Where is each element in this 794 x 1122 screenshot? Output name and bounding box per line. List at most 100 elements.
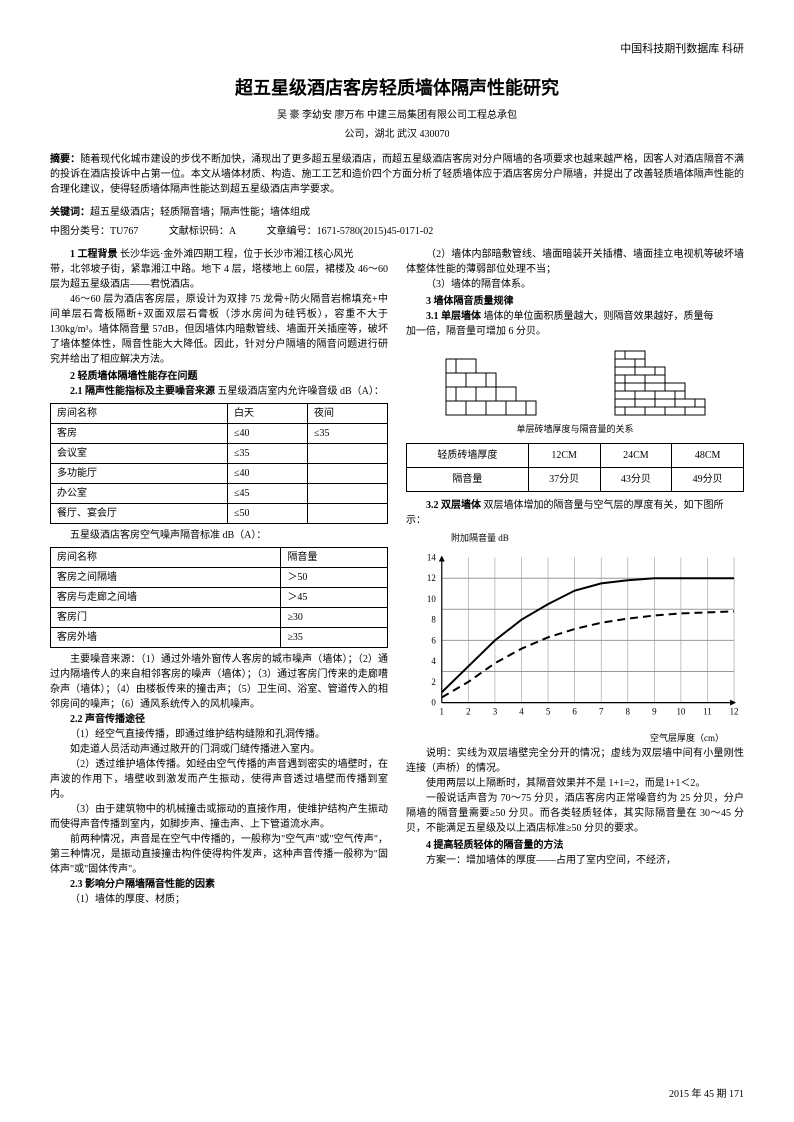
section-3-head: 3 墙体隔音质量规律 xyxy=(406,294,744,309)
right-p2: （3）墙体的隔音体系。 xyxy=(406,277,744,292)
section-32-p2: 示： xyxy=(406,513,744,528)
svg-text:6: 6 xyxy=(431,635,436,645)
thickness-db-table: 轻质砖墙厚度 12CM 24CM 48CM 隔音量 37分贝 43分贝 49分贝 xyxy=(406,443,744,492)
section-2-head: 2 轻质墙体隔墙性能存在问题 xyxy=(50,369,388,384)
section-23-head: 2.3 影响分户隔墙隔音性能的因素 xyxy=(50,877,388,892)
table-cell: 餐厅、宴会厅 xyxy=(51,504,228,524)
table-cell: 夜间 xyxy=(307,404,387,424)
section-31-text: 墙体的单位面积质量越大，则隔音效果越好，质量每 xyxy=(484,311,714,322)
section-22-p4: （3）由于建筑物中的机械撞击或振动的直接作用，使维护结构产生振动而使得声音传播到… xyxy=(50,802,388,832)
section-31-head: 3.1 单层墙体 xyxy=(426,311,481,322)
page-footer: 2015 年 45 期 171 xyxy=(669,1085,744,1100)
svg-text:2: 2 xyxy=(466,707,470,717)
svg-text:14: 14 xyxy=(427,552,436,562)
section-1-leadtext: 长沙华远·金外滩四期工程，位于长沙市湘江核心风光 xyxy=(120,249,353,260)
doc-code: 文献标识码：A xyxy=(169,226,236,237)
abstract-block: 摘要：随着现代化城市建设的步伐不断加快，涌现出了更多超五星级酒店，而超五星级酒店… xyxy=(50,152,744,197)
authors-line: 吴 豪 李幼安 廖万布 中建三局集团有限公司工程总承包 xyxy=(50,106,744,121)
svg-text:4: 4 xyxy=(431,656,436,666)
table-cell: ＞45 xyxy=(281,588,388,608)
table-cell: 49分贝 xyxy=(672,467,744,491)
svg-text:7: 7 xyxy=(599,707,604,717)
table-cell: 白天 xyxy=(227,404,307,424)
table-cell: 房间名称 xyxy=(51,404,228,424)
keywords-block: 关键词：超五星级酒店；轻质隔音墙；隔声性能；墙体组成 xyxy=(50,203,744,218)
section-22-p2: 如走道人员活动声通过敞开的门洞或门缝传播进入室内。 xyxy=(50,742,388,757)
section-1-p2: 46～60 层为酒店客房层，原设计为双排 75 龙骨+防火隔音岩棉填充+中间单层… xyxy=(50,292,388,367)
table-cell: 37分贝 xyxy=(528,467,600,491)
table-cell: 会议室 xyxy=(51,444,228,464)
section-1-p1: 带，北邻坡子街，紧靠湘江中路。地下 4 层，塔楼地上 60层，裙楼及 46～60… xyxy=(50,262,388,292)
table-cell: ≤40 xyxy=(227,424,307,444)
table-cell: ≥30 xyxy=(281,608,388,628)
table-cell: 客房 xyxy=(51,424,228,444)
table-cell: 隔音量 xyxy=(407,467,529,491)
svg-text:10: 10 xyxy=(676,707,685,717)
table-row: 客房与走廊之间墙＞45 xyxy=(51,588,388,608)
section-32-head: 3.2 双层墙体 xyxy=(426,500,481,511)
left-column: 1 工程背景 长沙华远·金外滩四期工程，位于长沙市湘江核心风光 带，北邻坡子街，… xyxy=(50,247,388,907)
section-23-p1: （1）墙体的厚度、材质； xyxy=(50,892,388,907)
section-22-p5: 前两种情况，声音是在空气中传播的，一般称为"空气声"或"空气传声"，第三种情况，… xyxy=(50,832,388,877)
table-cell: ≤40 xyxy=(227,464,307,484)
table-cell: 办公室 xyxy=(51,484,228,504)
chart-x-label: 空气层厚度（cm） xyxy=(406,732,744,746)
table-cell: ≤50 xyxy=(227,504,307,524)
section-21-text: 五星级酒店室内允许噪音级 dB（A）： xyxy=(218,386,384,397)
svg-text:2: 2 xyxy=(431,677,435,687)
noise-source-para: 主要噪音来源：（1）通过外墙外窗传人客房的城市噪声（墙体）；（2）通过内隔墙传人… xyxy=(50,652,388,712)
table-cell: 客房门 xyxy=(51,608,281,628)
section-31-para: 3.1 单层墙体 墙体的单位面积质量越大，则隔音效果越好，质量每 xyxy=(406,309,744,324)
section-22-p1: （1）经空气直接传播，即通过维护结构缝隙和孔洞传播。 xyxy=(50,727,388,742)
svg-text:12: 12 xyxy=(730,707,739,717)
section-1-para: 1 工程背景 长沙华远·金外滩四期工程，位于长沙市湘江核心风光 xyxy=(50,247,388,262)
right-column: （2）墙体内部暗敷管线、墙面暗装开关插槽、墙面挂立电视机等破坏墙体整体性能的薄弱… xyxy=(406,247,744,907)
table-cell: ＞50 xyxy=(281,568,388,588)
svg-text:0: 0 xyxy=(431,698,436,708)
noise-limit-table: 房间名称 白天 夜间 客房 ≤40 ≤35 会议室 ≤35 多功能厅≤40 办公室… xyxy=(50,403,388,524)
table-row: 多功能厅≤40 xyxy=(51,464,388,484)
table-cell: ≤45 xyxy=(227,484,307,504)
svg-text:9: 9 xyxy=(652,707,657,717)
table-cell: 房间名称 xyxy=(51,548,281,568)
article-no: 文章编号：1671-5780(2015)45-0171-02 xyxy=(267,226,434,237)
table-cell: 24CM xyxy=(600,443,672,467)
svg-text:10: 10 xyxy=(427,594,436,604)
keywords-text: 超五星级酒店；轻质隔音墙；隔声性能；墙体组成 xyxy=(90,207,310,218)
table-row: 轻质砖墙厚度 12CM 24CM 48CM xyxy=(407,443,744,467)
brick-wall-figures xyxy=(406,349,744,419)
table-cell: 轻质砖墙厚度 xyxy=(407,443,529,467)
table-cell: 12CM xyxy=(528,443,600,467)
svg-text:11: 11 xyxy=(703,707,712,717)
table-cell xyxy=(307,504,387,524)
general-para: 一般说话声音为 70～75 分贝，酒店客房内正常噪音约为 25 分贝，分户隔墙的… xyxy=(406,791,744,836)
abstract-text: 随着现代化城市建设的步伐不断加快，涌现出了更多超五星级酒店，而超五星级酒店客房对… xyxy=(50,154,744,195)
table-row: 餐厅、宴会厅≤50 xyxy=(51,504,388,524)
table-cell: 48CM xyxy=(672,443,744,467)
brick-wall-icon-double xyxy=(610,349,710,419)
section-32-para: 3.2 双层墙体 双层墙体增加的隔音量与空气层的厚度有关，如下图所 xyxy=(406,498,744,513)
svg-text:5: 5 xyxy=(546,707,551,717)
section-21-para: 2.1 隔声性能指标及主要噪音来源 五星级酒店室内允许噪音级 dB（A）： xyxy=(50,384,388,399)
chart-y-label: 附加隔音量 dB xyxy=(406,532,744,546)
section-22-head: 2.2 声音传播途径 xyxy=(50,712,388,727)
class-no: 中图分类号：TU767 xyxy=(50,226,138,237)
svg-text:4: 4 xyxy=(519,707,524,717)
svg-text:8: 8 xyxy=(431,615,436,625)
classification-info: 中图分类号：TU767 文献标识码：A 文章编号：1671-5780(2015)… xyxy=(50,222,744,237)
affiliation-line: 公司，湖北 武汉 430070 xyxy=(50,125,744,140)
article-title: 超五星级酒店客房轻质墙体隔声性能研究 xyxy=(50,74,744,100)
table-row: 办公室≤45 xyxy=(51,484,388,504)
journal-header: 中国科技期刊数据库 科研 xyxy=(50,40,744,56)
table-cell xyxy=(307,464,387,484)
right-p1: （2）墙体内部暗敷管线、墙面暗装开关插槽、墙面挂立电视机等破坏墙体整体性能的薄弱… xyxy=(406,247,744,277)
usage-para: 使用两层以上隔断时，其隔音效果并不是 1+1=2，而是1+1＜2。 xyxy=(406,776,744,791)
table-cell: 客房之间隔墙 xyxy=(51,568,281,588)
section-32-text: 双层墙体增加的隔音量与空气层的厚度有关，如下图所 xyxy=(484,500,724,511)
table-row: 客房 ≤40 ≤35 xyxy=(51,424,388,444)
table-cell: 隔音量 xyxy=(281,548,388,568)
sound-insulation-table: 房间名称隔音量 客房之间隔墙＞50 客房与走廊之间墙＞45 客房门≥30 客房外… xyxy=(50,547,388,648)
section-4-p1: 方案一：增加墙体的厚度——占用了室内空间，不经济， xyxy=(406,853,744,868)
table-cell: ≤35 xyxy=(307,424,387,444)
svg-text:3: 3 xyxy=(493,707,498,717)
